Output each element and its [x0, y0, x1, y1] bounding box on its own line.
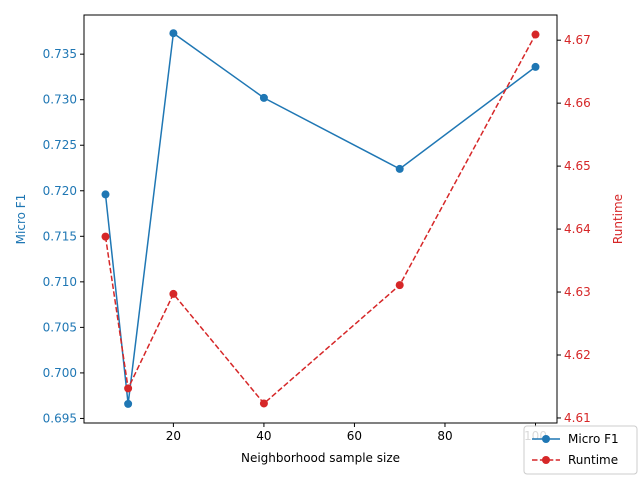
data-point-runtime — [531, 30, 540, 39]
left-tick-label: 0.695 — [43, 411, 77, 425]
left-tick-label: 0.710 — [43, 275, 77, 289]
legend-label: Micro F1 — [568, 432, 619, 446]
right-tick-label: 4.65 — [564, 159, 591, 173]
data-point-runtime — [101, 232, 110, 241]
left-tick-label: 0.700 — [43, 366, 77, 380]
data-point-micro-f1 — [259, 93, 268, 102]
right-tick-label: 4.64 — [564, 222, 591, 236]
left-tick-label: 0.730 — [43, 93, 77, 107]
data-point-runtime — [259, 399, 268, 408]
data-point-runtime — [124, 384, 133, 393]
data-point-micro-f1 — [395, 164, 404, 173]
left-axis-label: Micro F1 — [14, 194, 28, 245]
x-tick-label: 60 — [347, 429, 362, 443]
data-point-micro-f1 — [101, 190, 110, 199]
data-point-micro-f1 — [169, 29, 178, 38]
legend-label: Runtime — [568, 453, 618, 467]
left-tick-label: 0.715 — [43, 229, 77, 243]
legend-swatch-marker — [542, 456, 550, 464]
data-point-runtime — [395, 281, 404, 290]
data-point-runtime — [169, 289, 178, 298]
right-axis-ticks: 4.61 4.62 4.63 4.64 4.65 4.66 4.67 — [557, 33, 591, 425]
axes-frame — [83, 14, 558, 424]
series-line-runtime — [104, 34, 537, 405]
legend: Micro F1 Runtime — [523, 425, 638, 475]
right-tick-label: 4.66 — [564, 96, 591, 110]
series-line-micro-f1 — [104, 31, 536, 404]
left-axis-ticks: 0.695 0.700 0.705 0.710 0.715 0.720 0.725 0.730… — [43, 47, 84, 425]
right-axis-label: Runtime — [611, 194, 625, 244]
left-tick-label: 0.705 — [43, 320, 77, 334]
left-tick-label: 0.720 — [43, 184, 77, 198]
data-point-micro-f1 — [124, 399, 133, 408]
x-axis-ticks: 20406080100 — [166, 423, 547, 443]
left-tick-label: 0.735 — [43, 47, 77, 61]
right-tick-label: 4.62 — [564, 348, 591, 362]
right-tick-label: 4.61 — [564, 411, 591, 425]
x-axis-label: Neighborhood sample size — [241, 451, 400, 465]
left-tick-label: 0.725 — [43, 138, 77, 152]
legend-swatch-marker — [542, 435, 550, 443]
data-point-micro-f1 — [531, 62, 540, 71]
x-tick-label: 80 — [437, 429, 452, 443]
right-tick-label: 4.67 — [564, 33, 591, 47]
x-tick-label: 40 — [256, 429, 271, 443]
plot-area — [101, 29, 540, 408]
right-tick-label: 4.63 — [564, 285, 591, 299]
legend-box — [523, 425, 638, 475]
x-tick-label: 20 — [166, 429, 181, 443]
